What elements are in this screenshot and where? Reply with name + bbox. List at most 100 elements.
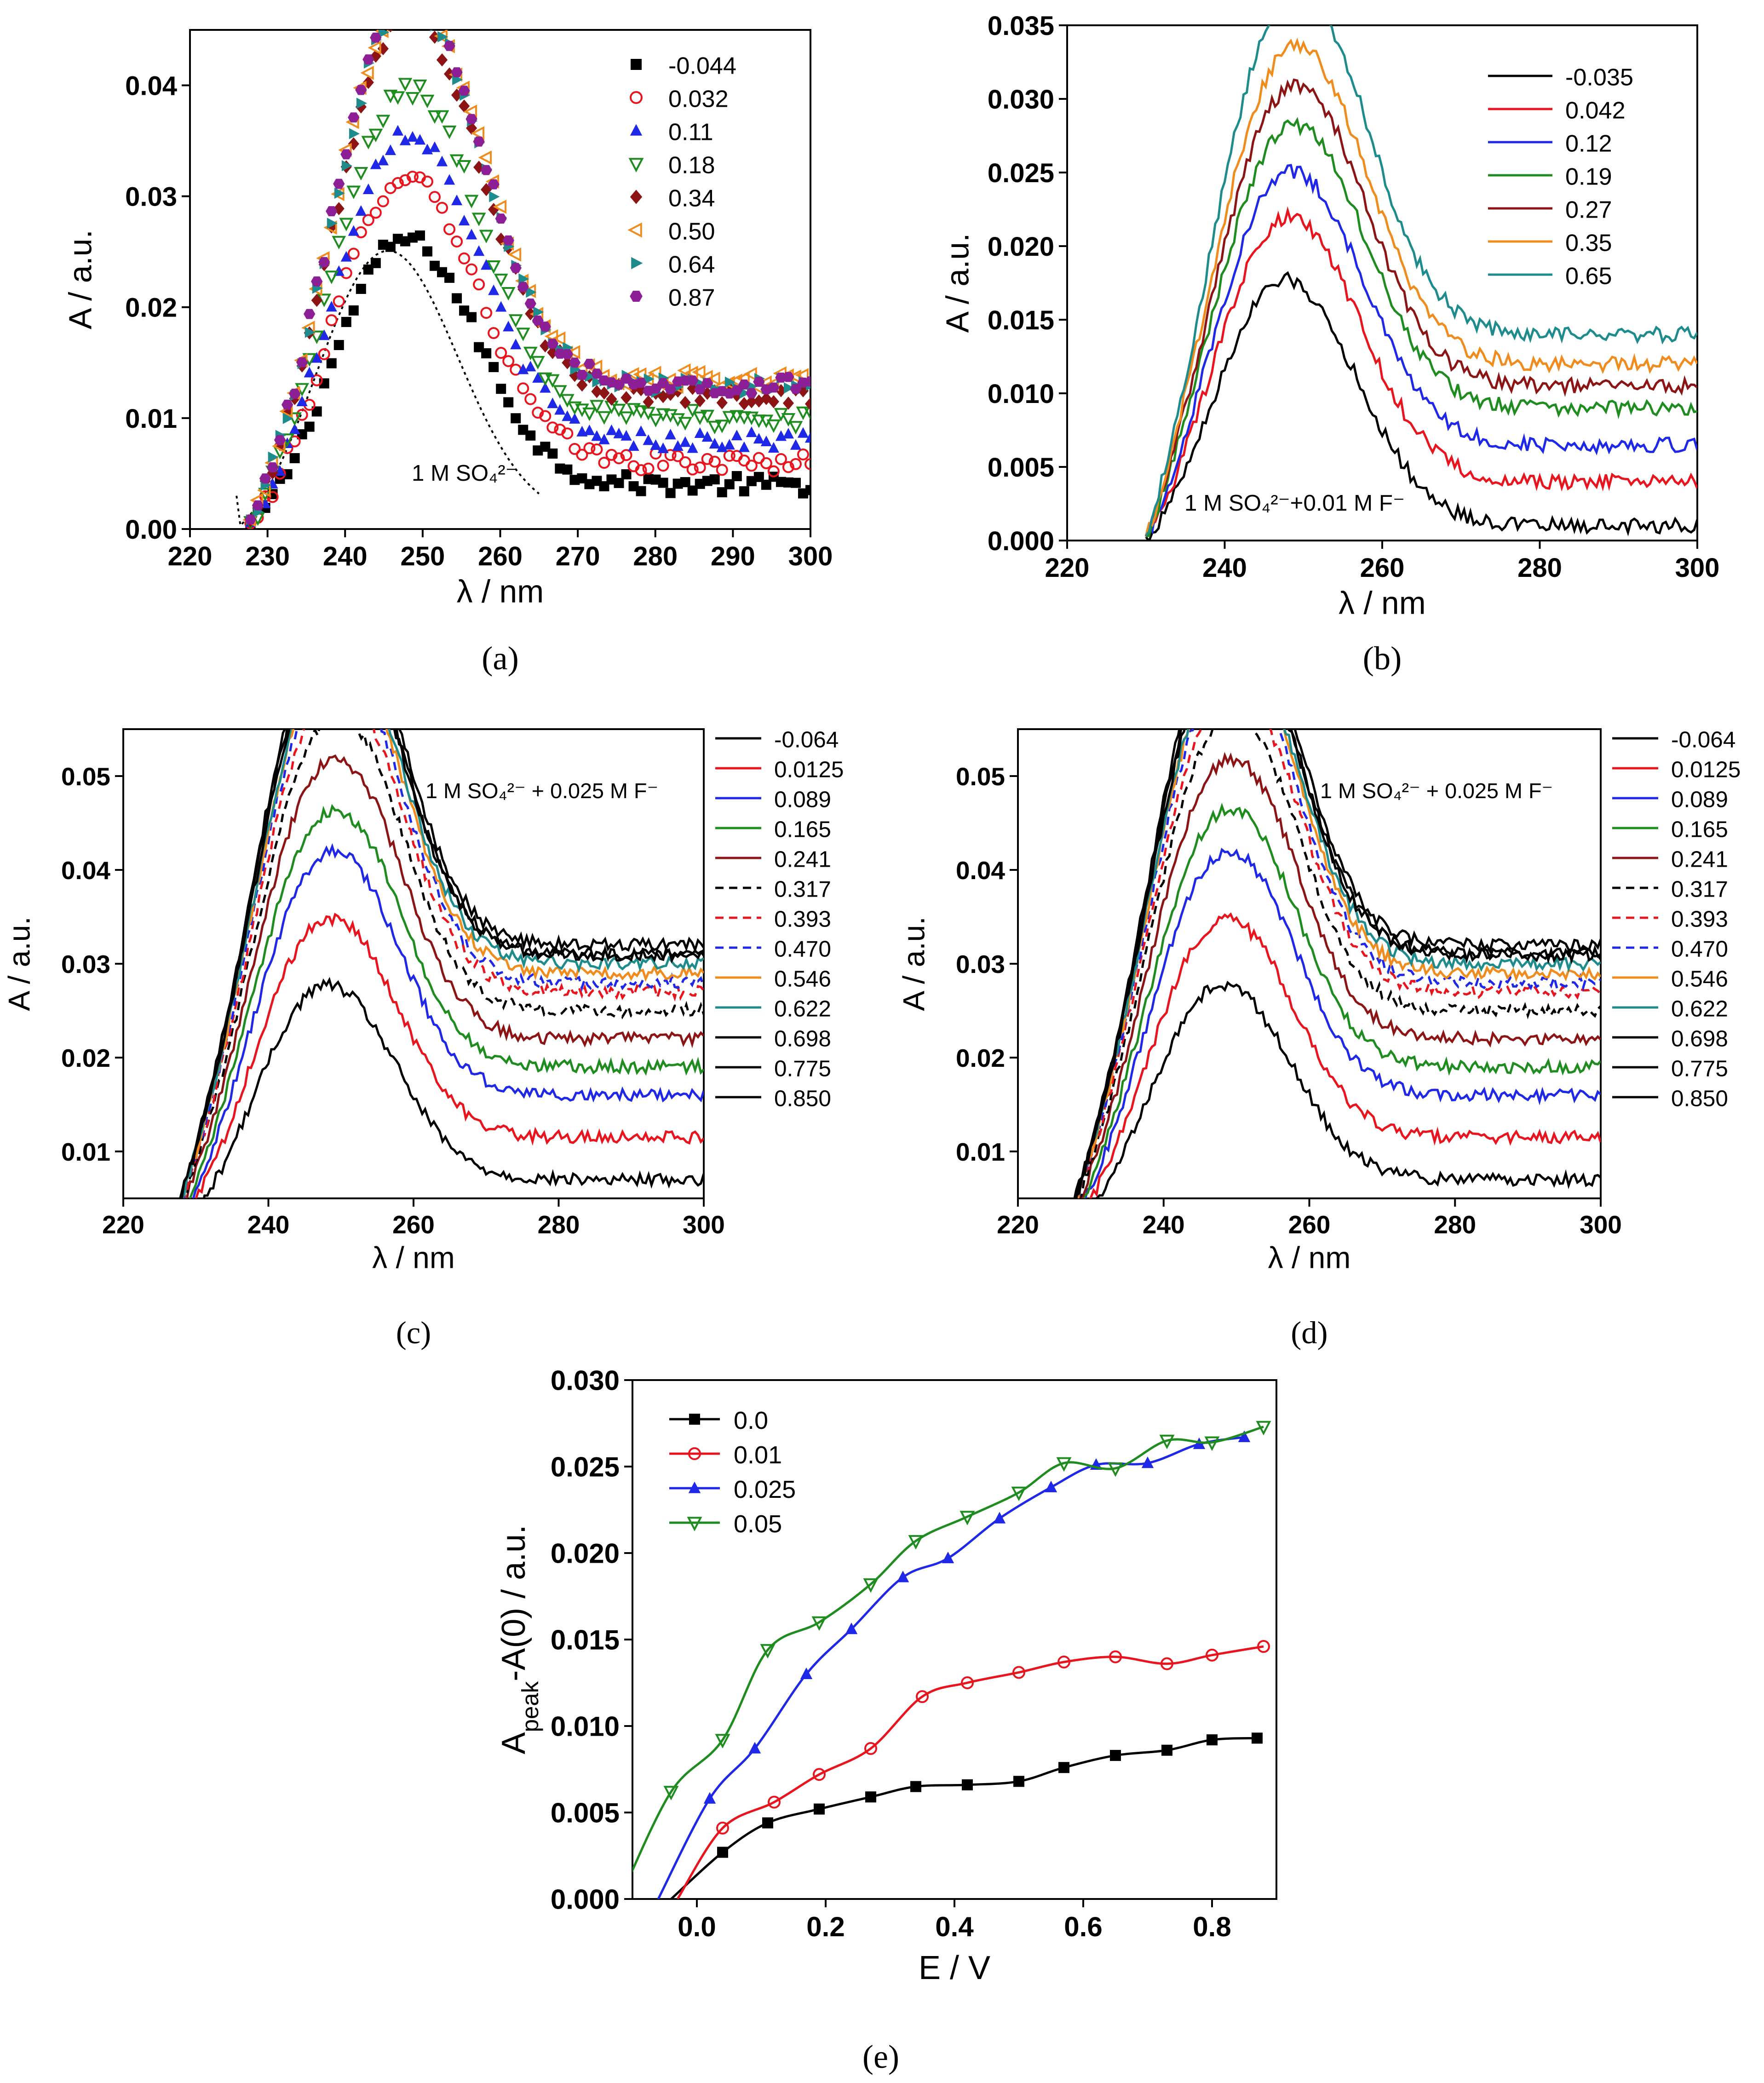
- marker: [768, 382, 780, 393]
- series-line-0.393: [183, 729, 704, 1198]
- marker: [715, 1734, 730, 1749]
- marker: [385, 242, 396, 252]
- marker: [804, 458, 810, 470]
- x-tick-label: 280: [538, 1210, 580, 1239]
- x-tick-label: 240: [1202, 553, 1247, 583]
- marker: [717, 1847, 728, 1858]
- marker: [436, 19, 448, 29]
- marker: [423, 4, 433, 15]
- marker: [708, 455, 721, 468]
- marker: [657, 442, 669, 453]
- marker: [466, 312, 477, 322]
- marker: [398, 78, 413, 92]
- marker: [1161, 1744, 1172, 1756]
- marker: [1057, 1655, 1070, 1669]
- marker: [370, 158, 381, 169]
- marker: [451, 88, 463, 102]
- marker: [657, 460, 669, 472]
- series-line-0.622: [1074, 729, 1601, 1198]
- series-line-0.317: [1078, 729, 1601, 1198]
- y-tick-label: 0.04: [125, 71, 177, 101]
- marker: [539, 410, 552, 422]
- y-axis-label-sub: peak: [517, 1681, 543, 1732]
- marker: [414, 134, 426, 145]
- y-tick-label: 0.010: [551, 1711, 620, 1742]
- marker: [311, 293, 322, 307]
- marker: [547, 346, 558, 359]
- marker: [325, 314, 338, 327]
- series-line-0.65: [1145, 25, 1697, 536]
- marker: [524, 298, 536, 309]
- marker: [679, 456, 691, 468]
- marker: [1207, 1734, 1218, 1746]
- marker: [244, 514, 257, 525]
- y-tick-label: 0.015: [988, 305, 1054, 335]
- marker: [385, 5, 396, 15]
- marker: [435, 110, 449, 124]
- marker: [961, 1676, 974, 1689]
- marker: [333, 202, 345, 215]
- marker: [341, 316, 351, 327]
- y-tick-label: 0.04: [956, 856, 1005, 885]
- y-tick-label: 0.01: [956, 1138, 1005, 1166]
- marker: [304, 421, 315, 432]
- y-tick-label: 0.030: [988, 85, 1054, 115]
- marker: [715, 420, 730, 433]
- marker: [333, 178, 345, 189]
- marker: [782, 372, 794, 382]
- marker: [687, 1517, 702, 1531]
- marker: [753, 472, 764, 482]
- marker: [458, 214, 470, 225]
- marker: [591, 430, 603, 441]
- marker: [362, 183, 374, 195]
- legend-label: 0.317: [774, 876, 831, 902]
- marker: [606, 392, 617, 406]
- marker: [569, 357, 581, 368]
- x-tick-label: 300: [1580, 1210, 1622, 1239]
- chart-panel-c: 220 240 260 280 300 0.01 0.02 0.03 0.04 0.05 λ / n…: [2, 727, 844, 1350]
- marker: [657, 378, 669, 388]
- x-tick-label: 300: [1675, 553, 1720, 583]
- marker: [458, 252, 471, 265]
- marker: [716, 396, 728, 409]
- marker: [525, 430, 536, 441]
- marker: [517, 382, 529, 395]
- marker: [731, 471, 742, 481]
- marker: [481, 259, 492, 270]
- marker: [738, 379, 750, 390]
- marker: [692, 365, 706, 380]
- marker: [707, 371, 720, 386]
- marker: [457, 160, 471, 174]
- marker: [664, 384, 677, 395]
- marker: [613, 427, 625, 438]
- marker: [546, 421, 559, 434]
- marker: [347, 247, 360, 260]
- marker: [444, 272, 455, 283]
- marker: [585, 371, 596, 382]
- marker: [863, 1578, 879, 1593]
- legend-label: 0.0125: [1671, 757, 1741, 782]
- legend-label: 0.470: [774, 936, 831, 961]
- marker: [422, 14, 433, 27]
- marker: [804, 432, 810, 443]
- y-axis-label: Apeak-A(0) / a.u.: [495, 1525, 543, 1755]
- marker: [576, 369, 588, 380]
- marker: [635, 425, 647, 436]
- y-tick-label: 0.005: [551, 1798, 620, 1829]
- marker: [630, 291, 643, 302]
- marker: [288, 388, 301, 399]
- marker: [782, 397, 794, 410]
- marker: [724, 376, 735, 388]
- marker: [716, 464, 728, 476]
- marker: [488, 284, 500, 295]
- marker: [591, 385, 603, 398]
- marker: [628, 158, 644, 173]
- marker: [700, 409, 715, 424]
- legend-label: 0.089: [774, 787, 831, 812]
- marker: [730, 410, 744, 424]
- marker: [731, 429, 742, 441]
- legend-label: -0.064: [1671, 727, 1735, 752]
- marker: [523, 346, 538, 361]
- plot-area: [1144, 25, 1697, 541]
- y-tick-label: 0.02: [61, 1044, 110, 1072]
